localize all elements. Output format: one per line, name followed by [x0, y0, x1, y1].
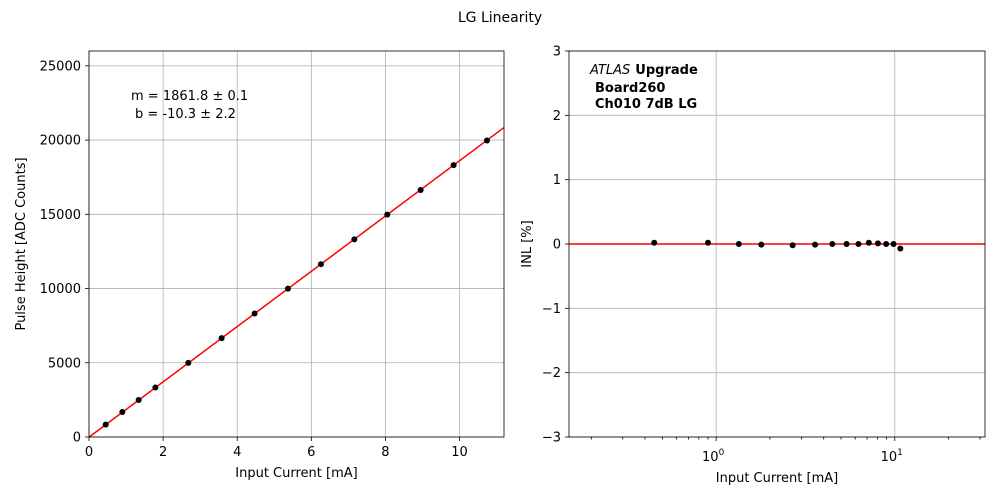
right-y-tick-label: −3	[542, 431, 561, 446]
left-x-tick-label: 2	[159, 445, 167, 460]
left-y-ticks: 0 5000 10000 15000 20000 25000	[40, 59, 89, 446]
right-data-point	[704, 239, 711, 246]
left-y-tick-label: 5000	[48, 356, 81, 371]
left-data-point	[483, 137, 490, 144]
tick-exponent: 0	[719, 448, 725, 458]
left-data-point	[450, 162, 457, 169]
right-y-tick-label: 0	[553, 238, 561, 253]
left-y-axis-label: Pulse Height [ADC Counts]	[14, 157, 29, 330]
left-data-point	[351, 236, 358, 243]
left-data-point	[218, 335, 225, 342]
left-data-point	[251, 310, 258, 317]
tick-exponent: 1	[897, 448, 903, 458]
left-grid	[88, 51, 504, 438]
right-data-point	[843, 241, 850, 247]
left-y-tick-label: 15000	[40, 208, 81, 223]
right-data-point	[829, 241, 836, 247]
fit-line	[88, 126, 505, 438]
right-y-tick-label: 2	[553, 109, 561, 124]
right-data-point	[758, 241, 765, 248]
tick-base: 10	[881, 450, 898, 465]
left-data-point	[417, 186, 424, 193]
left-plot-frame	[88, 50, 505, 438]
left-x-axis-label: Input Current [mA]	[235, 466, 357, 481]
left-data-point	[185, 359, 192, 366]
right-y-ticks: −3 −2 −1 0 1 2 3	[542, 45, 569, 446]
fit-slope-annotation: m = 1861.8 ± 0.1	[131, 89, 248, 104]
atlas-experiment-text: ATLAS	[589, 63, 630, 78]
right-data-point	[735, 241, 742, 247]
left-data-point	[152, 384, 159, 391]
right-data-points	[651, 239, 904, 252]
left-x-ticks: 0 2 4 6 8 10	[85, 437, 468, 460]
channel-label: Ch010 7dB LG	[595, 97, 697, 112]
left-data-point	[102, 421, 109, 428]
right-data-point	[789, 242, 796, 249]
right-y-tick-label: 1	[553, 173, 561, 188]
left-data-point	[317, 261, 324, 268]
right-data-point	[883, 241, 890, 247]
left-y-tick-label: 0	[73, 431, 81, 446]
right-y-tick-label: −1	[542, 302, 561, 317]
left-data-point	[284, 285, 291, 292]
left-y-tick-label: 25000	[40, 59, 81, 74]
fit-intercept-annotation: b = -10.3 ± 2.2	[135, 107, 236, 122]
left-x-tick-label: 4	[233, 445, 241, 460]
atlas-label: ATLAS Upgrade	[589, 63, 698, 78]
right-data-point	[651, 239, 658, 246]
right-plot-frame	[568, 50, 986, 438]
right-data-point	[865, 239, 872, 246]
left-y-tick-label: 20000	[40, 134, 81, 149]
left-x-tick-label: 6	[307, 445, 315, 460]
left-x-tick-label: 10	[451, 445, 468, 460]
right-data-point	[855, 241, 862, 247]
right-y-tick-label: −2	[542, 366, 561, 381]
left-data-point	[119, 409, 126, 416]
right-x-ticks: 100 101	[702, 437, 903, 465]
right-x-tick-label: 100	[702, 448, 725, 465]
atlas-upgrade-text: Upgrade	[635, 63, 698, 78]
board-label: Board260	[595, 81, 665, 96]
left-y-tick-label: 10000	[40, 282, 81, 297]
figure-title: LG Linearity	[458, 10, 542, 26]
left-data-point	[384, 211, 391, 218]
right-data-point	[890, 241, 897, 247]
left-data-points	[102, 137, 490, 428]
right-data-point	[874, 240, 881, 247]
right-data-point	[897, 245, 904, 252]
tick-base: 10	[702, 450, 719, 465]
right-x-axis-label: Input Current [mA]	[716, 471, 838, 486]
linearity-plot: 0 2 4 6 8 10 0 5000 10000 15000 20000 25000 Input …	[14, 50, 505, 481]
right-y-tick-label: 3	[553, 45, 561, 60]
left-x-tick-label: 8	[381, 445, 389, 460]
right-x-tick-label: 101	[881, 448, 903, 465]
right-x-minor-ticks	[590, 437, 981, 440]
right-y-axis-label: INL [%]	[520, 220, 535, 267]
left-x-tick-label: 0	[85, 445, 93, 460]
left-data-point	[135, 397, 142, 404]
right-data-point	[812, 241, 819, 248]
